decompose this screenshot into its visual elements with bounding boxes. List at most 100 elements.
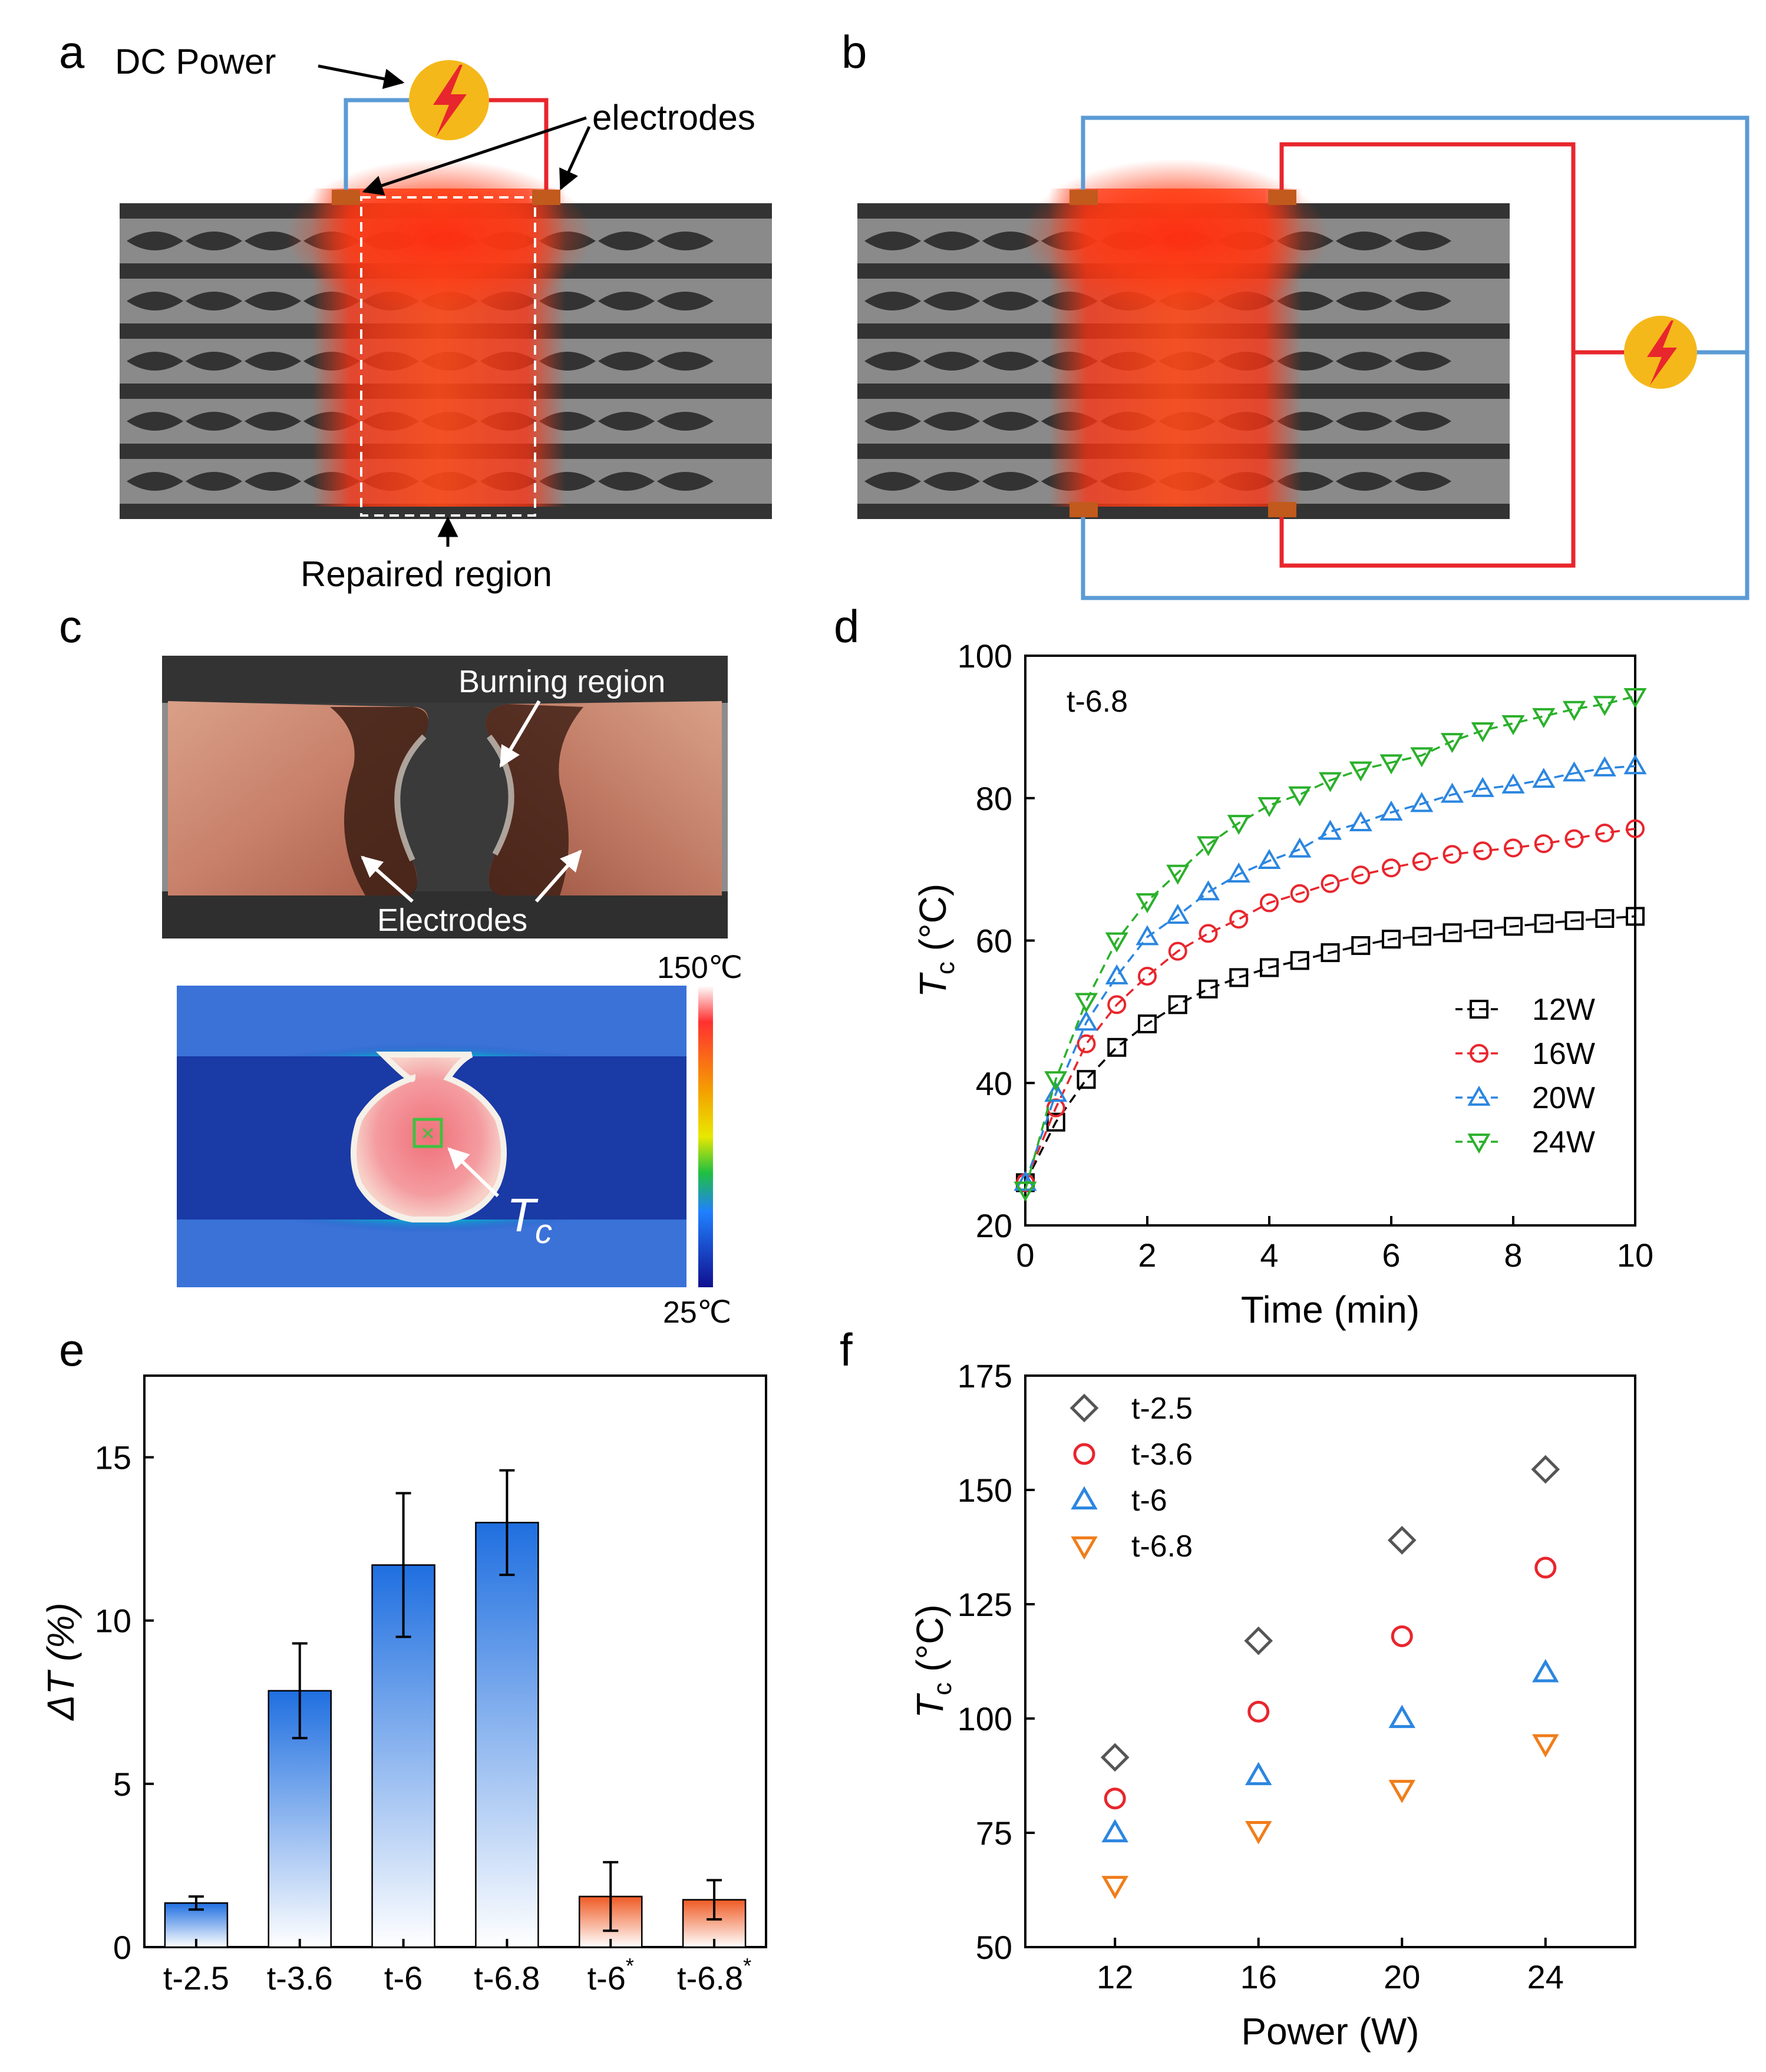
data-point-triangle-up <box>1318 819 1342 840</box>
data-point-diamond <box>1100 1743 1130 1772</box>
data-point-circle <box>1382 858 1401 878</box>
power-icon-a <box>409 60 489 140</box>
data-point-triangle-up <box>1227 862 1250 883</box>
tc-arrow <box>447 1147 500 1198</box>
chart-f: 12 16 20 24 50 75 100 125 150 175 Power (W) Tc (°C)… <box>909 1357 1636 2053</box>
data-point-square <box>1595 909 1615 928</box>
panel-a: a DC Power electrodes Repaired region <box>59 26 772 594</box>
data-point-circle <box>1626 819 1645 838</box>
y-axis-label-main-d: T <box>912 972 954 997</box>
fiber-tow <box>1395 472 1451 491</box>
data-point-triangle-up <box>1044 1082 1068 1102</box>
tc-label-main: T <box>507 1189 539 1241</box>
data-point-triangle-up <box>1532 1658 1559 1683</box>
x-tick-label-e: t-2.5 <box>163 1959 229 1997</box>
data-point-triangle-down <box>1101 1876 1128 1899</box>
y-tick-label-f: 50 <box>976 1929 1012 1966</box>
annotation-d: t-6.8 <box>1067 685 1128 719</box>
fiber-tow <box>1395 292 1451 310</box>
heat-glow-b <box>1022 159 1329 312</box>
panel-b: b <box>841 26 1750 600</box>
x-tick-label-text-e: t-3.6 <box>267 1959 333 1997</box>
fiber-tow <box>657 232 714 250</box>
fiber-tow <box>1395 412 1451 431</box>
data-point-square <box>1321 943 1340 963</box>
data-point-circle <box>1564 829 1584 848</box>
data-point-triangle-down <box>1562 700 1586 721</box>
data-point-triangle-down <box>1623 688 1647 709</box>
legend-label-d: 16W <box>1532 1037 1595 1071</box>
data-point-circle <box>1247 1700 1270 1723</box>
data-point-triangle-down <box>1467 1134 1491 1154</box>
fiber-tow <box>186 352 242 371</box>
y-tick-label-e: 15 <box>95 1439 131 1476</box>
legend-label-f: t-6 <box>1131 1483 1167 1518</box>
data-point-square <box>1260 958 1279 977</box>
data-point-square <box>1107 1037 1127 1057</box>
y-axis-label-f: Tc (°C) <box>909 1604 957 1718</box>
data-point-triangle-down <box>1196 836 1220 857</box>
data-point-circle <box>1260 893 1279 913</box>
fiber-tow <box>864 292 921 310</box>
y-tick-label-e: 5 <box>113 1766 131 1803</box>
data-point-square <box>1564 911 1584 930</box>
data-point-triangle-down <box>1532 1734 1559 1758</box>
data-point-triangle-up <box>1105 964 1128 984</box>
panel-label-c: c <box>59 600 82 652</box>
data-point-circle <box>1290 884 1309 903</box>
data-point-square <box>1412 927 1431 946</box>
series-line-12W <box>1024 915 1636 1184</box>
data-point-triangle-up <box>1196 880 1220 901</box>
y-tick-label-f: 150 <box>958 1472 1012 1509</box>
data-point-triangle-down <box>1166 864 1190 885</box>
fiber-tow <box>657 472 714 491</box>
x-tick-label-text-e: t-2.5 <box>163 1959 229 1997</box>
data-point-triangle-down <box>1245 1821 1272 1845</box>
data-point-circle <box>1168 941 1187 961</box>
y-tick-label-f: 125 <box>958 1586 1012 1623</box>
scale-min-label: 25℃ <box>663 1296 731 1330</box>
data-point-square <box>1504 917 1523 936</box>
electrode-arrow-left <box>362 116 587 196</box>
panel-label-f: f <box>840 1324 853 1376</box>
fiber-tow <box>127 292 183 310</box>
chart-d: 0 2 4 6 8 10 20 40 60 80 100 Time (min) Tc (°C) t-6.8… <box>912 637 1653 1331</box>
x-tick-label-d: 4 <box>1260 1237 1278 1274</box>
fiber-tow <box>598 472 655 491</box>
data-point-triangle-down <box>1105 932 1128 953</box>
data-point-circle <box>1473 841 1493 861</box>
data-point-square <box>1382 930 1401 949</box>
specimen-photo: Burning region Electrodes <box>162 656 728 938</box>
legend-label-d: 12W <box>1532 993 1595 1027</box>
electrode-arrow-right <box>559 125 591 191</box>
fiber-tow <box>1336 352 1392 371</box>
electrode-br-b <box>1268 502 1296 517</box>
x-tick-label-e: t-3.6 <box>267 1959 333 1997</box>
y-axis-label-unit-f: (°C) <box>909 1604 951 1682</box>
data-point-triangle-up <box>1440 782 1464 803</box>
data-point-circle <box>1470 1044 1488 1063</box>
data-point-triangle-down <box>1288 786 1312 807</box>
repaired-region-label: Repaired region <box>301 554 552 594</box>
wire-blue-a <box>344 98 412 190</box>
data-point-square <box>1442 923 1462 943</box>
y-axis-label-d: Tc (°C) <box>912 884 960 997</box>
data-point-triangle-down <box>1379 754 1403 775</box>
fiber-tow <box>245 292 301 310</box>
data-point-circle <box>1104 1787 1126 1810</box>
data-point-triangle-up <box>1074 1010 1098 1031</box>
y-axis-label-unit-d: (°C) <box>912 884 954 961</box>
y-axis-label-sub-d: c <box>931 961 960 974</box>
data-point-circle <box>1504 838 1523 858</box>
data-point-diamond <box>1387 1526 1417 1555</box>
electrode-left-a <box>332 190 360 205</box>
tc-label-sub: c <box>535 1212 552 1251</box>
y-tick-label-d: 60 <box>976 923 1012 960</box>
data-point-triangle-down <box>1135 893 1159 914</box>
data-point-triangle-up <box>1410 792 1434 812</box>
fiber-tow <box>598 232 655 250</box>
wire-red-a <box>486 98 549 190</box>
data-point-circle <box>1321 874 1340 893</box>
data-point-triangle-up <box>1257 849 1281 870</box>
data-point-triangle-up <box>1471 776 1494 797</box>
